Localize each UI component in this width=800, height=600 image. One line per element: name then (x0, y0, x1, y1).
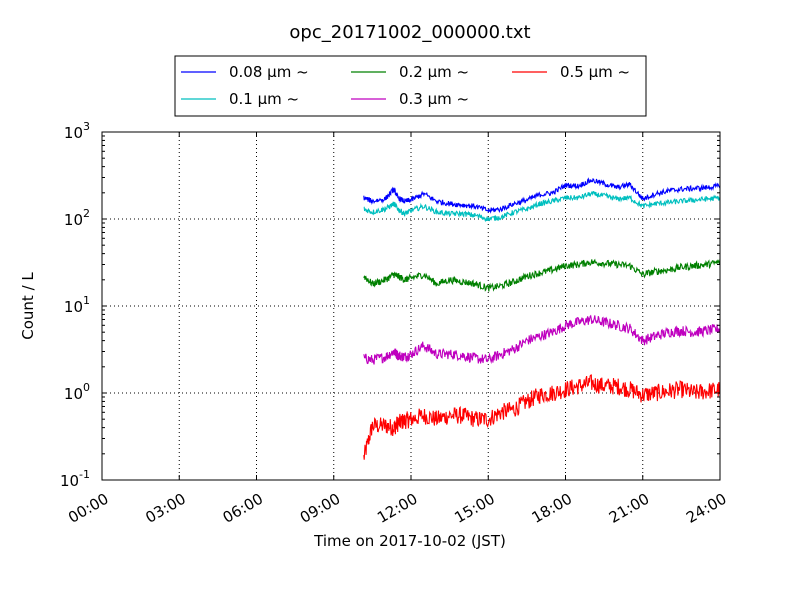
y-tick-label: 100 (64, 381, 90, 403)
y-tick-label: 101 (64, 294, 90, 316)
series-line (363, 314, 721, 365)
series-group (363, 177, 721, 460)
y-tick-label: 102 (64, 207, 90, 229)
x-tick-label: 09:00 (297, 490, 343, 527)
legend-frame (174, 55, 647, 117)
x-tick-label: 06:00 (220, 490, 266, 527)
x-tick-labels: 00:00 03:00 06:00 09:00 12:00 15:00 18:00 21:00… (65, 490, 729, 527)
legend: 0.08 μm ~ 0.2 μm ~ 0.5 μm ~ 0.1 μm ~ 0.3 μm … (174, 55, 647, 117)
ticks (101, 131, 721, 481)
y-tick-exponent: -1 (79, 468, 90, 481)
y-tick-label: 10-1 (60, 468, 90, 490)
x-tick-label: 00:00 (65, 490, 111, 527)
x-tick-label: 21:00 (606, 490, 652, 527)
legend-label: 0.5 μm ~ (560, 63, 630, 81)
x-tick-label: 03:00 (142, 490, 188, 527)
x-tick-label: 15:00 (451, 490, 497, 527)
series-line (363, 374, 721, 460)
series-line (363, 177, 721, 214)
x-axis-label: Time on 2017-10-02 (JST) (313, 532, 506, 550)
y-tick-exponent: 2 (83, 207, 90, 220)
legend-label: 0.1 μm ~ (229, 90, 299, 108)
x-tick-label: 24:00 (683, 490, 729, 527)
y-axis-label: Count / L (19, 272, 37, 340)
y-tick-exponent: 1 (83, 294, 90, 307)
y-tick-exponent: 3 (83, 120, 90, 133)
legend-label: 0.3 μm ~ (399, 90, 469, 108)
y-tick-label: 103 (64, 120, 90, 142)
legend-label: 0.2 μm ~ (399, 63, 469, 81)
chart-title: opc_20171002_000000.txt (289, 22, 530, 43)
x-tick-label: 18:00 (529, 490, 575, 527)
legend-label: 0.08 μm ~ (229, 63, 309, 81)
grid (102, 132, 720, 480)
y-tick-exponent: 0 (83, 381, 90, 394)
series-line (363, 258, 721, 292)
x-tick-label: 12:00 (374, 490, 420, 527)
series-line (363, 190, 720, 223)
